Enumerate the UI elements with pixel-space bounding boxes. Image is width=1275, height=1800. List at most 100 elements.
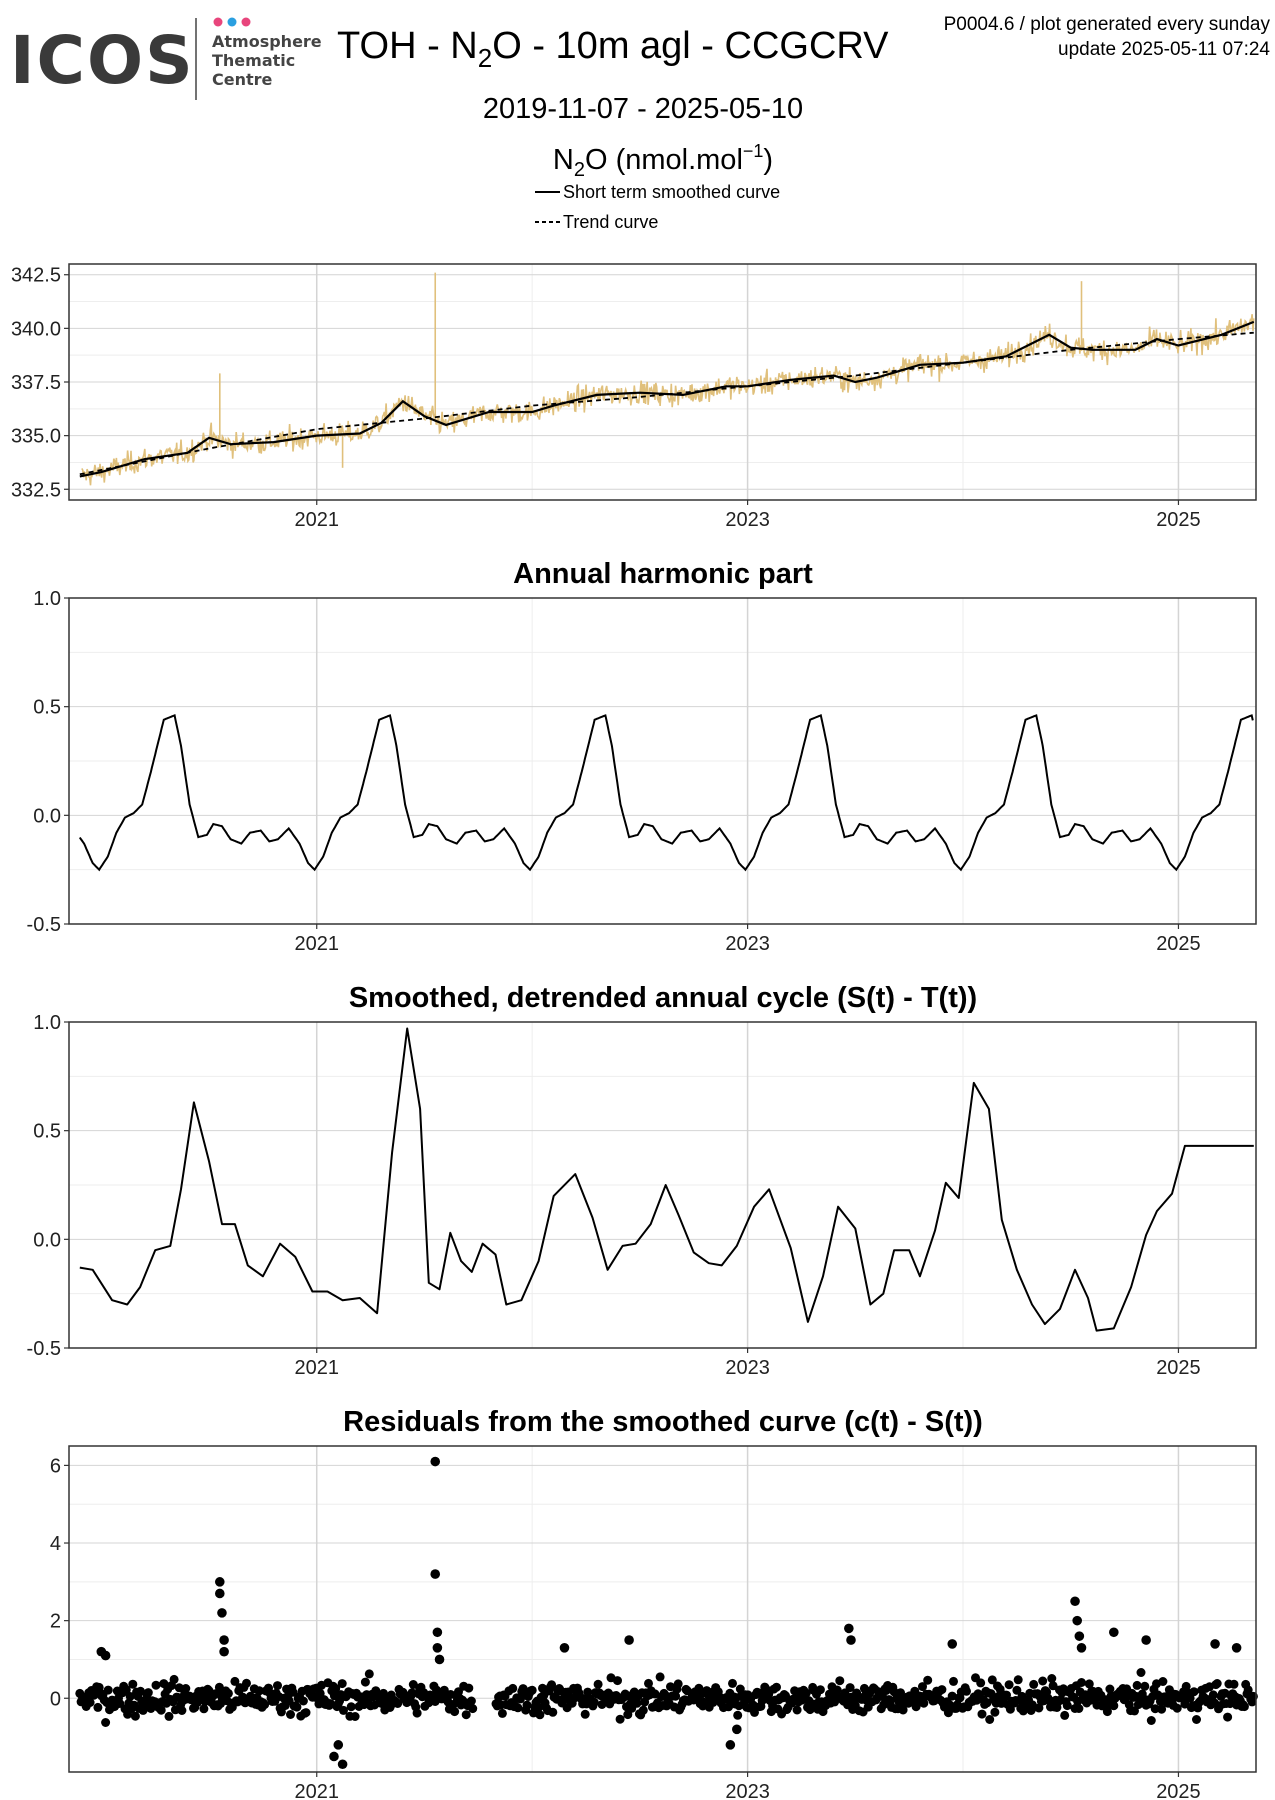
residual-outlier-point xyxy=(732,1724,742,1735)
x-tick-label: 2023 xyxy=(725,1781,770,1800)
residual-outlier-point xyxy=(214,1577,225,1587)
residual-point xyxy=(845,1683,855,1693)
y-tick-label: 0.5 xyxy=(33,697,61,719)
y-tick-label: 4 xyxy=(50,1533,61,1555)
residual-point xyxy=(1150,1704,1160,1714)
plot-border xyxy=(68,1445,1257,1773)
plot-border xyxy=(68,597,1257,925)
residual-point xyxy=(990,1707,1000,1717)
main-title: TOH - N2O - 10m agl - CCGCRV xyxy=(337,25,889,73)
residual-point xyxy=(1192,1715,1201,1724)
residual-point xyxy=(468,1704,478,1714)
residual-point xyxy=(1060,1710,1070,1720)
meta-line-1: P0004.6 / plot generated every sunday xyxy=(944,14,1271,35)
detrended-cycle-curve xyxy=(79,1027,1254,1332)
residual-point xyxy=(103,1685,113,1695)
residual-point xyxy=(298,1696,308,1706)
x-tick-label: 2025 xyxy=(1156,509,1201,531)
residual-point xyxy=(896,1688,905,1698)
residual-outlier-point xyxy=(333,1740,344,1750)
residual-outlier-point xyxy=(214,1588,225,1599)
residual-outlier-point xyxy=(1072,1615,1082,1626)
residual-point xyxy=(535,1710,545,1720)
residual-point xyxy=(1157,1704,1167,1714)
residual-point xyxy=(156,1705,166,1715)
residual-point xyxy=(273,1681,282,1691)
residual-point xyxy=(1013,1675,1023,1685)
residual-point xyxy=(580,1709,590,1719)
residual-point xyxy=(547,1680,557,1690)
residual-point xyxy=(143,1688,153,1698)
residual-point xyxy=(286,1710,295,1719)
residual-point xyxy=(1002,1690,1011,1700)
main-title-suffix: O - 10m agl - CCGCRV xyxy=(492,25,889,67)
residual-point xyxy=(815,1685,825,1695)
residual-point xyxy=(164,1711,174,1721)
residual-point xyxy=(337,1679,347,1689)
residual-point xyxy=(93,1702,103,1712)
residual-point xyxy=(772,1682,781,1692)
residual-point xyxy=(242,1678,251,1688)
residual-point xyxy=(1239,1702,1249,1712)
residual-point xyxy=(464,1683,474,1693)
residual-point xyxy=(593,1679,603,1689)
residual-point xyxy=(497,1708,507,1718)
residual-point xyxy=(1181,1681,1191,1691)
harmonic-curve xyxy=(78,714,1254,872)
x-tick-label: 2023 xyxy=(725,933,770,955)
residual-point xyxy=(548,1707,558,1717)
residual-outlier-point xyxy=(432,1643,443,1653)
residual-outlier-point xyxy=(337,1759,348,1770)
residual-point xyxy=(292,1702,302,1712)
logo-sub-line-1: Atmosphere xyxy=(212,32,322,51)
residual-point xyxy=(174,1683,184,1693)
residual-point xyxy=(288,1687,298,1697)
residual-point xyxy=(728,1678,737,1688)
residual-point xyxy=(508,1683,518,1693)
logo-dot-2 xyxy=(227,17,237,27)
residual-point xyxy=(1029,1679,1039,1689)
x-tick-label: 2023 xyxy=(725,1357,770,1379)
y-tick-label: 332.5 xyxy=(11,479,61,501)
residual-point xyxy=(835,1676,845,1686)
y-tick-label: 1.0 xyxy=(33,588,61,610)
residual-point xyxy=(1212,1679,1222,1688)
residual-outlier-point xyxy=(559,1643,570,1653)
y-tick-label: 0.0 xyxy=(33,1229,61,1251)
main-title-prefix: TOH - N xyxy=(337,25,478,67)
logo-sub-line-2: Thematic xyxy=(212,51,295,70)
residual-point xyxy=(130,1711,140,1721)
logo-dot-3 xyxy=(241,17,251,27)
residual-point xyxy=(223,1688,233,1698)
residual-point xyxy=(673,1679,683,1689)
residual-outlier-point xyxy=(947,1639,958,1649)
meta-line-2: update 2025-05-11 07:24 xyxy=(1058,39,1270,60)
residual-point xyxy=(1185,1693,1195,1703)
residual-point xyxy=(364,1669,374,1679)
residual-point xyxy=(1109,1701,1119,1711)
residual-outlier-point xyxy=(1074,1631,1085,1641)
residual-point xyxy=(121,1685,131,1695)
x-tick-label: 2025 xyxy=(1156,933,1201,955)
residual-point xyxy=(230,1676,240,1686)
smoothed-curve xyxy=(79,320,1255,478)
panel-4-title: Residuals from the smoothed curve (c(t) … xyxy=(343,1406,983,1438)
residual-point xyxy=(801,1688,811,1698)
y-tick-label: 0.0 xyxy=(33,805,61,827)
logo-main-text: ICOS xyxy=(10,22,195,99)
main-title-subscript: 2 xyxy=(478,43,492,73)
logo-dot-1 xyxy=(213,17,223,27)
residual-point xyxy=(1146,1716,1156,1725)
residual-point xyxy=(534,1703,544,1712)
residual-point xyxy=(733,1710,743,1720)
panel-annual-harmonic: -0.5 0.0 0.5 1.0 2021 2023 2025 xyxy=(27,588,1257,955)
residual-point xyxy=(466,1696,476,1706)
residual-point xyxy=(1004,1680,1014,1690)
residual-outlier-point xyxy=(430,1569,441,1579)
x-tick-label: 2025 xyxy=(1156,1357,1201,1379)
residual-point xyxy=(583,1687,593,1697)
legend: Short term smoothed curve Trend curve xyxy=(535,182,780,232)
residual-point xyxy=(949,1676,958,1686)
residual-point xyxy=(1048,1681,1058,1691)
